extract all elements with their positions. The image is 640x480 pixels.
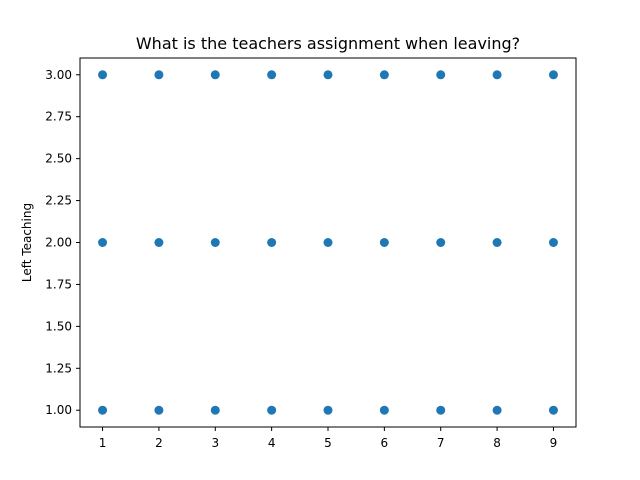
y-tick-label: 1.75 [45, 277, 72, 291]
data-point [492, 70, 502, 80]
x-tick-label: 9 [550, 436, 558, 450]
data-point [267, 405, 277, 415]
data-point [267, 238, 277, 247]
data-point [323, 238, 333, 247]
x-tick-label: 1 [99, 436, 107, 450]
y-tick-label: 1.50 [45, 319, 72, 333]
x-tick-label: 3 [211, 436, 219, 450]
chart-title: What is the teachers assignment when lea… [136, 34, 520, 53]
data-point [154, 405, 164, 415]
data-point [98, 70, 108, 80]
data-point [379, 405, 389, 415]
x-tick-label: 7 [437, 436, 445, 450]
y-tick-label: 2.50 [45, 152, 72, 166]
x-tick-label: 8 [493, 436, 501, 450]
data-point [436, 70, 446, 80]
data-point [98, 405, 108, 415]
y-tick-label: 2.00 [45, 236, 72, 250]
y-tick-label: 1.25 [45, 361, 72, 375]
y-axis-ticks: 1.00 1.25 1.50 1.75 2.00 2.25 2.50 2.75 3.00 [45, 68, 80, 417]
data-points [98, 70, 558, 415]
x-tick-label: 5 [324, 436, 332, 450]
y-tick-label: 3.00 [45, 68, 72, 82]
y-tick-label: 2.75 [45, 110, 72, 124]
x-axis-ticks: 1 2 3 4 5 6 7 8 9 [99, 427, 558, 450]
plot-area-frame [79, 57, 577, 428]
x-tick-label: 6 [381, 436, 389, 450]
data-point [210, 238, 220, 247]
y-axis-label: Left Teaching [20, 203, 34, 282]
y-tick-label: 1.00 [45, 403, 72, 417]
x-tick-label: 2 [155, 436, 163, 450]
data-point [548, 238, 558, 247]
y-tick-label: 2.25 [45, 194, 72, 208]
data-point [492, 238, 502, 247]
data-point [154, 238, 164, 247]
data-point [98, 238, 108, 247]
data-point [267, 70, 277, 80]
data-point [210, 405, 220, 415]
data-point [548, 70, 558, 80]
data-point [323, 70, 333, 80]
data-point [492, 405, 502, 415]
data-point [548, 405, 558, 415]
x-tick-label: 4 [268, 436, 276, 450]
data-point [436, 238, 446, 247]
data-point [436, 405, 446, 415]
data-point [379, 238, 389, 247]
data-point [210, 70, 220, 80]
data-point [379, 70, 389, 80]
data-point [323, 405, 333, 415]
data-point [154, 70, 164, 80]
